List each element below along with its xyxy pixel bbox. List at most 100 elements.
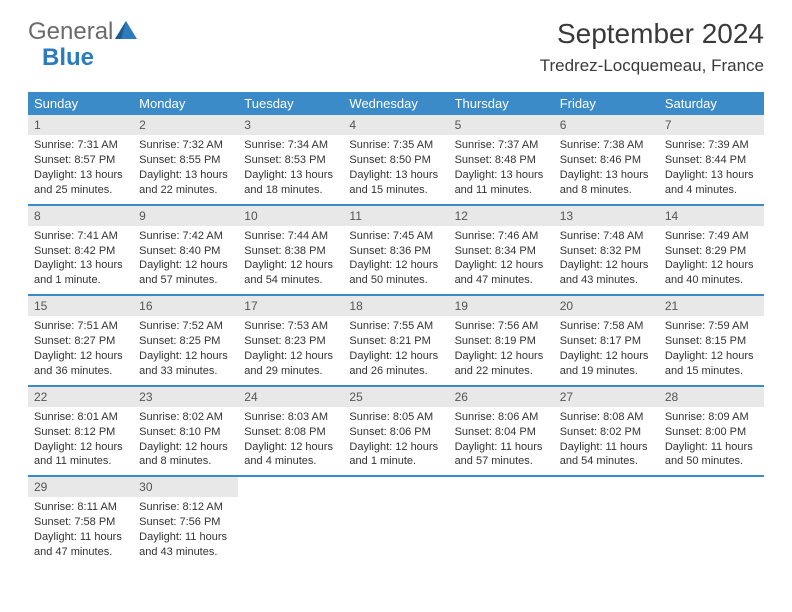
day-cell: 26Sunrise: 8:06 AMSunset: 8:04 PMDayligh… (449, 387, 554, 476)
day-cell: 15Sunrise: 7:51 AMSunset: 8:27 PMDayligh… (28, 296, 133, 385)
sunset-text: Sunset: 8:48 PM (455, 153, 548, 168)
day-body: Sunrise: 7:46 AMSunset: 8:34 PMDaylight:… (449, 226, 554, 294)
daylight-text: Daylight: 13 hours and 22 minutes. (139, 168, 232, 198)
day-number: 5 (449, 115, 554, 135)
day-number: 28 (659, 387, 764, 407)
day-cell: 21Sunrise: 7:59 AMSunset: 8:15 PMDayligh… (659, 296, 764, 385)
day-body: Sunrise: 7:31 AMSunset: 8:57 PMDaylight:… (28, 135, 133, 203)
sunset-text: Sunset: 8:34 PM (455, 244, 548, 259)
daylight-text: Daylight: 11 hours and 57 minutes. (455, 440, 548, 470)
day-cell: 9Sunrise: 7:42 AMSunset: 8:40 PMDaylight… (133, 206, 238, 295)
day-number: 8 (28, 206, 133, 226)
day-body: Sunrise: 7:44 AMSunset: 8:38 PMDaylight:… (238, 226, 343, 294)
sunset-text: Sunset: 8:50 PM (349, 153, 442, 168)
daylight-text: Daylight: 11 hours and 47 minutes. (34, 530, 127, 560)
day-number: 6 (554, 115, 659, 135)
day-number: 30 (133, 477, 238, 497)
sunrise-text: Sunrise: 8:08 AM (560, 410, 653, 425)
day-number: 11 (343, 206, 448, 226)
sunrise-text: Sunrise: 7:31 AM (34, 138, 127, 153)
day-number: 10 (238, 206, 343, 226)
sunset-text: Sunset: 8:36 PM (349, 244, 442, 259)
logo-text-blue-wrap: Blue (42, 44, 94, 72)
day-cell: 1Sunrise: 7:31 AMSunset: 8:57 PMDaylight… (28, 115, 133, 204)
day-body: Sunrise: 7:39 AMSunset: 8:44 PMDaylight:… (659, 135, 764, 203)
day-cell: 19 Sunrise: 7:56 AMSunset: 8:19 PMDayligh… (449, 296, 554, 385)
day-cell (449, 477, 554, 566)
calendar: Sunday Monday Tuesday Wednesday Thursday… (0, 84, 792, 566)
daylight-text: Daylight: 12 hours and 57 minutes. (139, 258, 232, 288)
sunrise-text: Sunrise: 7:58 AM (560, 319, 653, 334)
sunset-text: Sunset: 8:57 PM (34, 153, 127, 168)
day-cell: 18Sunrise: 7:55 AMSunset: 8:21 PMDayligh… (343, 296, 448, 385)
day-header-sun: Sunday (28, 92, 133, 115)
logo-triangle-icon (115, 18, 137, 46)
sunrise-text: Sunrise: 7:42 AM (139, 229, 232, 244)
sunrise-text: Sunrise: 7:51 AM (34, 319, 127, 334)
day-header-mon: Monday (133, 92, 238, 115)
daylight-text: Daylight: 13 hours and 1 minute. (34, 258, 127, 288)
daylight-text: Daylight: 13 hours and 18 minutes. (244, 168, 337, 198)
day-body: Sunrise: 8:06 AMSunset: 8:04 PMDaylight:… (449, 407, 554, 475)
daylight-text: Daylight: 12 hours and 22 minutes. (455, 349, 548, 379)
sunset-text: Sunset: 8:29 PM (665, 244, 758, 259)
day-body: Sunrise: 8:01 AMSunset: 8:12 PMDaylight:… (28, 407, 133, 475)
day-number: 27 (554, 387, 659, 407)
sunrise-text: Sunrise: 8:09 AM (665, 410, 758, 425)
sunset-text: Sunset: 8:25 PM (139, 334, 232, 349)
sunset-text: Sunset: 8:32 PM (560, 244, 653, 259)
daylight-text: Daylight: 12 hours and 33 minutes. (139, 349, 232, 379)
sunrise-text: Sunrise: 7:37 AM (455, 138, 548, 153)
sunrise-text: Sunrise: 7:34 AM (244, 138, 337, 153)
day-cell: 5Sunrise: 7:37 AMSunset: 8:48 PMDaylight… (449, 115, 554, 204)
day-body: Sunrise: 7:48 AMSunset: 8:32 PMDaylight:… (554, 226, 659, 294)
sunrise-text: Sunrise: 7:41 AM (34, 229, 127, 244)
daylight-text: Daylight: 12 hours and 36 minutes. (34, 349, 127, 379)
day-number: 2 (133, 115, 238, 135)
day-number: 23 (133, 387, 238, 407)
daylight-text: Daylight: 12 hours and 50 minutes. (349, 258, 442, 288)
sunrise-text: Sunrise: 8:05 AM (349, 410, 442, 425)
day-cell: 22Sunrise: 8:01 AMSunset: 8:12 PMDayligh… (28, 387, 133, 476)
day-cell (343, 477, 448, 566)
day-number: 3 (238, 115, 343, 135)
day-number: 1 (28, 115, 133, 135)
week-row: 8Sunrise: 7:41 AMSunset: 8:42 PMDaylight… (28, 206, 764, 297)
sunrise-text: Sunrise: 7:52 AM (139, 319, 232, 334)
sunset-text: Sunset: 8:19 PM (455, 334, 548, 349)
daylight-text: Daylight: 13 hours and 8 minutes. (560, 168, 653, 198)
day-number: 19 (449, 296, 554, 316)
day-body: Sunrise: 7:53 AMSunset: 8:23 PMDaylight:… (238, 316, 343, 384)
sunrise-text: Sunrise: 8:02 AM (139, 410, 232, 425)
sunrise-text: Sunrise: 7:56 AM (455, 319, 548, 334)
day-body: Sunrise: 8:03 AMSunset: 8:08 PMDaylight:… (238, 407, 343, 475)
day-number: 14 (659, 206, 764, 226)
day-number: 4 (343, 115, 448, 135)
daylight-text: Daylight: 12 hours and 15 minutes. (665, 349, 758, 379)
day-body: Sunrise: 7:35 AMSunset: 8:50 PMDaylight:… (343, 135, 448, 203)
weeks: 1Sunrise: 7:31 AMSunset: 8:57 PMDaylight… (28, 115, 764, 566)
sunset-text: Sunset: 8:10 PM (139, 425, 232, 440)
logo: General (28, 18, 137, 46)
day-number: 13 (554, 206, 659, 226)
sunrise-text: Sunrise: 7:38 AM (560, 138, 653, 153)
sunrise-text: Sunrise: 7:59 AM (665, 319, 758, 334)
day-cell: 4Sunrise: 7:35 AMSunset: 8:50 PMDaylight… (343, 115, 448, 204)
sunset-text: Sunset: 8:02 PM (560, 425, 653, 440)
sunset-text: Sunset: 8:15 PM (665, 334, 758, 349)
day-number (659, 477, 764, 481)
daylight-text: Daylight: 12 hours and 8 minutes. (139, 440, 232, 470)
day-header-fri: Friday (554, 92, 659, 115)
daylight-text: Daylight: 12 hours and 11 minutes. (34, 440, 127, 470)
title-block: September 2024 Tredrez-Locquemeau, Franc… (540, 18, 764, 76)
sunset-text: Sunset: 8:06 PM (349, 425, 442, 440)
day-cell (554, 477, 659, 566)
day-cell: 17Sunrise: 7:53 AMSunset: 8:23 PMDayligh… (238, 296, 343, 385)
day-number: 17 (238, 296, 343, 316)
day-number: 16 (133, 296, 238, 316)
day-number: 24 (238, 387, 343, 407)
day-number: 26 (449, 387, 554, 407)
sunset-text: Sunset: 8:27 PM (34, 334, 127, 349)
daylight-text: Daylight: 12 hours and 40 minutes. (665, 258, 758, 288)
day-cell: 11Sunrise: 7:45 AMSunset: 8:36 PMDayligh… (343, 206, 448, 295)
